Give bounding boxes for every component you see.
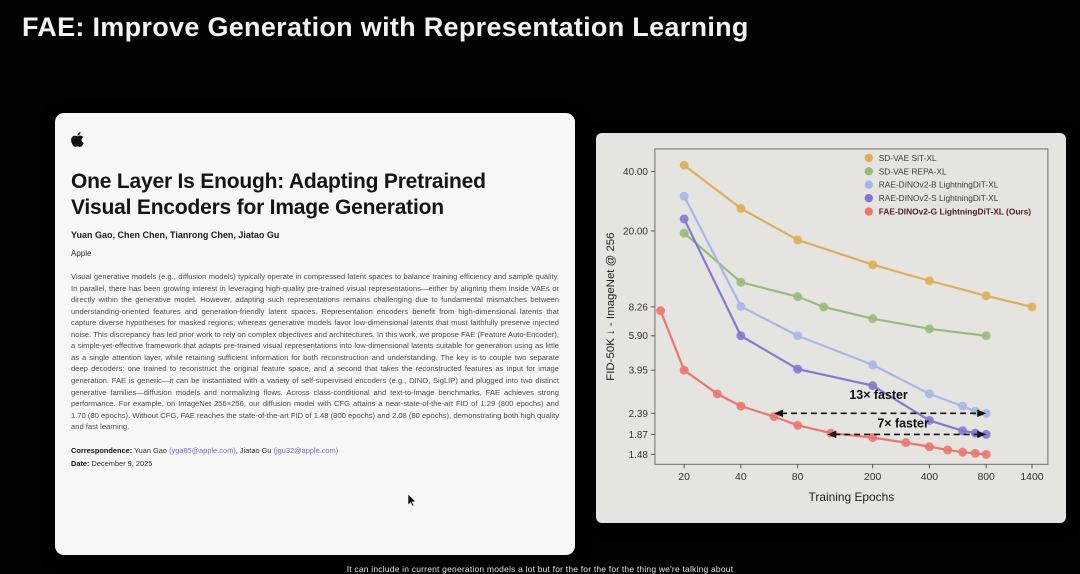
date-label: Date: bbox=[71, 458, 90, 468]
chart-series bbox=[679, 160, 1037, 312]
correspondence-line: Correspondence: Yuan Gao (yga85@apple.co… bbox=[71, 446, 559, 455]
chart-legend: SD-VAE SiT-XL SD-VAE REPA-XL RAE-DINOv2-B … bbox=[864, 153, 1032, 217]
fid-chart: 20 40 80 200 400 800 1400 40.00 20.00 8.26 5.90 3.9… bbox=[605, 148, 1049, 504]
mouse-cursor bbox=[407, 493, 418, 507]
svg-text:2.39: 2.39 bbox=[629, 409, 649, 420]
correspondence-separator: , bbox=[235, 445, 240, 455]
svg-text:3.95: 3.95 bbox=[629, 366, 649, 377]
paper-authors: Yuan Gao, Chen Chen, Tianrong Chen, Jiat… bbox=[71, 230, 280, 241]
email-link-yuan[interactable]: (yga85@apple.com) bbox=[169, 445, 236, 455]
svg-text:40: 40 bbox=[735, 472, 747, 483]
svg-text:800: 800 bbox=[977, 472, 995, 483]
caption-text: It can include in current generation mod… bbox=[346, 564, 734, 574]
date-value: December 9, 2025 bbox=[89, 458, 153, 468]
chart-series bbox=[679, 214, 991, 439]
slide-title: FAE: Improve Generation with Representat… bbox=[22, 12, 749, 42]
svg-text:80: 80 bbox=[792, 472, 804, 483]
paper-card: One Layer Is Enough: Adapting Pretrained… bbox=[55, 113, 575, 555]
svg-text:5.90: 5.90 bbox=[629, 331, 649, 342]
svg-text:400: 400 bbox=[921, 472, 939, 483]
email-link-jiatao[interactable]: (jgu32@apple.com) bbox=[273, 445, 339, 455]
svg-text:1400: 1400 bbox=[1020, 472, 1043, 483]
svg-text:13× faster: 13× faster bbox=[849, 388, 908, 402]
chart-series bbox=[679, 191, 991, 418]
chart-axes: 20 40 80 200 400 800 1400 40.00 20.00 8.26 5.90 3.9… bbox=[623, 148, 1049, 483]
svg-text:8.26: 8.26 bbox=[629, 302, 649, 313]
chart-series bbox=[679, 228, 991, 341]
correspondence-name-2: Jiatao Gu bbox=[239, 445, 274, 455]
svg-text:SD-VAE REPA-XL: SD-VAE REPA-XL bbox=[879, 166, 947, 176]
svg-text:SD-VAE SiT-XL: SD-VAE SiT-XL bbox=[879, 153, 937, 163]
svg-text:1.87: 1.87 bbox=[629, 430, 649, 441]
svg-text:RAE-DINOv2-S LightningDiT-XL: RAE-DINOv2-S LightningDiT-XL bbox=[879, 193, 999, 203]
x-axis-label: Training Epochs bbox=[809, 490, 895, 504]
correspondence-label: Correspondence: bbox=[71, 445, 133, 455]
svg-text:7× faster: 7× faster bbox=[877, 417, 929, 431]
svg-text:1.48: 1.48 bbox=[629, 450, 649, 461]
svg-text:40.00: 40.00 bbox=[623, 167, 648, 178]
svg-text:20: 20 bbox=[678, 472, 690, 483]
y-axis-label: FID-50K ↓ - ImageNet @ 256 bbox=[605, 232, 617, 380]
svg-text:RAE-DINOv2-B LightningDiT-XL: RAE-DINOv2-B LightningDiT-XL bbox=[879, 180, 999, 190]
chart-annotations: 13× faster 7× faster bbox=[774, 388, 987, 439]
svg-text:20.00: 20.00 bbox=[623, 226, 648, 237]
svg-text:200: 200 bbox=[864, 472, 882, 483]
paper-footer: Correspondence: Yuan Gao (yga85@apple.co… bbox=[71, 446, 559, 468]
apple-logo-icon bbox=[71, 131, 559, 149]
paper-title: One Layer Is Enough: Adapting Pretrained… bbox=[71, 170, 486, 219]
paper-affiliation: Apple bbox=[71, 249, 92, 259]
fid-chart-card: 20 40 80 200 400 800 1400 40.00 20.00 8.26 5.90 3.9… bbox=[596, 133, 1066, 523]
svg-text:FAE-DINOv2-G LightningDiT-XL (: FAE-DINOv2-G LightningDiT-XL (Ours) bbox=[879, 207, 1032, 217]
date-line: Date: December 9, 2025 bbox=[71, 459, 559, 468]
paper-abstract: Visual generative models (e.g., diffusio… bbox=[71, 272, 559, 432]
chart-series bbox=[656, 306, 991, 459]
correspondence-name-1: Yuan Gao bbox=[132, 445, 170, 455]
